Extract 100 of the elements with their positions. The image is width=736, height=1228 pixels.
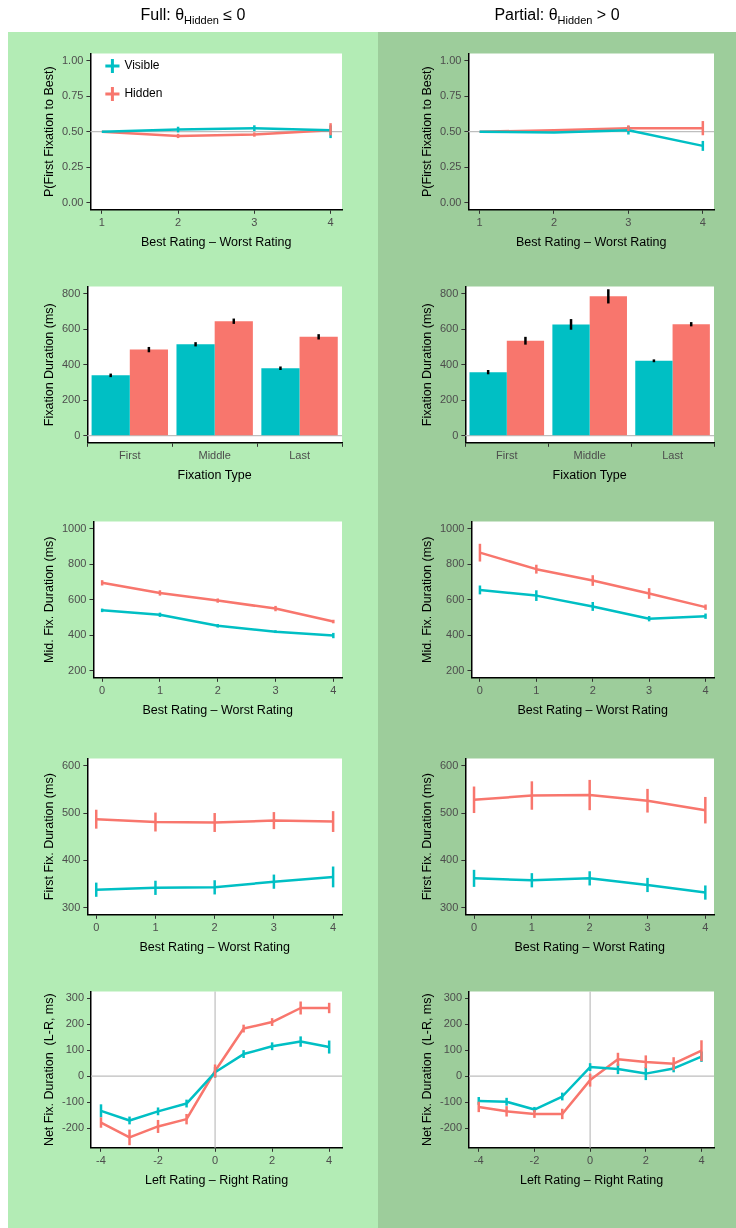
x-tick-label: 1	[528, 921, 535, 934]
y-tick-label: 0	[77, 1069, 85, 1082]
x-tick-label: 2	[214, 684, 221, 697]
x-tick-label: Middle	[198, 449, 231, 462]
x-tick-label: 2	[175, 216, 182, 229]
y-tick-label: 400	[61, 357, 81, 370]
y-tick-label: 500	[61, 806, 81, 819]
x-tick-label: 3	[625, 216, 632, 229]
x-axis-title: Fixation Type	[177, 467, 252, 482]
x-tick-label: 0	[476, 684, 483, 697]
y-axis-title: First Fix. Duration (ms)	[41, 773, 56, 901]
x-tick-label: 4	[330, 921, 337, 934]
y-tick-label: 300	[65, 991, 85, 1004]
x-tick-label: 0	[93, 921, 100, 934]
x-tick-label: 3	[251, 216, 258, 229]
x-tick-label: 2	[589, 684, 596, 697]
x-tick-label: 0	[212, 1154, 219, 1167]
y-axis-title: Net Fix. Duration (L-R, ms)	[41, 993, 56, 1147]
y-tick-label: 200	[446, 663, 465, 676]
y-tick-label: 400	[446, 628, 465, 641]
y-tick-label: 200	[68, 663, 87, 676]
y-tick-label: 400	[68, 628, 87, 641]
y-tick-label: 300	[443, 991, 463, 1004]
y-tick-label: 600	[68, 592, 87, 605]
x-tick-label: 2	[642, 1154, 649, 1167]
x-tick-label: First	[496, 449, 518, 462]
x-tick-label: 2	[586, 921, 593, 934]
y-tick-label: -200	[439, 1121, 463, 1134]
legend-label: Hidden	[124, 86, 163, 101]
x-tick-label: 4	[326, 1154, 333, 1167]
x-tick-label: 0	[587, 1154, 594, 1167]
legend-label: Visible	[124, 58, 160, 73]
y-tick-label: 0.00	[439, 195, 462, 208]
x-axis-title: Best Rating – Worst Rating	[142, 702, 294, 717]
y-tick-label: 0	[74, 428, 81, 441]
x-tick-label: -2	[529, 1154, 540, 1167]
y-tick-label: 0.50	[61, 124, 84, 137]
y-axis-title: Mid. Fix. Duration (ms)	[41, 536, 56, 663]
x-axis-title: Left Rating – Right Rating	[144, 1172, 289, 1187]
y-tick-label: 200	[61, 393, 81, 406]
x-tick-label: 2	[550, 216, 558, 229]
y-tick-label: 600	[439, 322, 459, 335]
x-tick-label: 3	[644, 921, 651, 934]
x-tick-label: 1	[152, 921, 159, 934]
x-tick-label: 1	[156, 684, 163, 697]
y-tick-label: 0.50	[439, 124, 462, 137]
y-tick-label: 1.00	[439, 53, 462, 66]
x-axis-title: Best Rating – Worst Rating	[140, 234, 292, 249]
x-tick-label: 2	[269, 1154, 276, 1167]
y-tick-label: 600	[61, 758, 81, 771]
y-axis-title: Mid. Fix. Duration (ms)	[419, 536, 434, 663]
y-tick-label: 0.25	[61, 160, 84, 173]
x-tick-label: -4	[473, 1154, 484, 1167]
x-tick-label: 3	[270, 921, 277, 934]
x-axis-title: Best Rating – Worst Rating	[515, 234, 667, 249]
y-tick-label: 0	[452, 428, 459, 441]
x-tick-label: 0	[470, 921, 478, 934]
y-axis-title: Fixation Duration (ms)	[41, 303, 56, 427]
y-tick-label: 200	[65, 1017, 85, 1030]
x-tick-label: 1	[533, 684, 540, 697]
x-tick-label: -2	[153, 1154, 163, 1167]
y-tick-label: 800	[61, 286, 81, 299]
y-tick-label: 0	[455, 1069, 463, 1082]
x-tick-label: -4	[96, 1154, 106, 1167]
y-tick-label: 400	[61, 853, 81, 866]
x-tick-label: 3	[646, 684, 653, 697]
x-tick-label: 4	[699, 216, 706, 229]
y-tick-label: 300	[61, 900, 81, 913]
y-tick-label: 400	[439, 357, 459, 370]
x-tick-label: Last	[662, 449, 683, 462]
y-tick-label: 500	[439, 806, 459, 819]
chart-title: Partial: θ$_{Hidden}$ > 0	[378, 0, 736, 32]
y-tick-label: 600	[439, 758, 459, 771]
y-tick-label: 100	[65, 1043, 85, 1056]
x-tick-label: 2	[211, 921, 218, 934]
x-tick-label: 0	[99, 684, 106, 697]
y-tick-label: 200	[439, 393, 459, 406]
y-tick-label: 1000	[61, 521, 87, 534]
x-tick-label: 4	[702, 921, 709, 934]
y-tick-label: 0.75	[61, 89, 84, 102]
y-tick-label: 800	[68, 557, 87, 570]
y-tick-label: 1000	[439, 521, 465, 534]
y-tick-label: 0.75	[439, 89, 462, 102]
x-tick-label: 1	[98, 216, 105, 229]
y-tick-label: 600	[61, 322, 81, 335]
y-axis-title: Fixation Duration (ms)	[419, 303, 434, 427]
y-tick-label: 800	[439, 286, 459, 299]
x-tick-label: Last	[289, 449, 310, 462]
y-axis-title: Net Fix. Duration (L-R, ms)	[419, 993, 434, 1147]
x-tick-label: 4	[702, 684, 709, 697]
y-axis-title: First Fix. Duration (ms)	[419, 773, 434, 901]
chart-title: Full: θ$_{Hidden}$ ≤ 0	[8, 0, 378, 32]
x-axis-title: Left Rating – Right Rating	[519, 1172, 664, 1187]
y-tick-label: 0.25	[439, 160, 462, 173]
y-tick-label: -200	[61, 1121, 85, 1134]
x-tick-label: Middle	[573, 449, 606, 462]
x-tick-label: 4	[330, 684, 337, 697]
y-tick-label: 200	[443, 1017, 463, 1030]
x-tick-label: 3	[272, 684, 279, 697]
x-axis-title: Best Rating – Worst Rating	[517, 702, 669, 717]
